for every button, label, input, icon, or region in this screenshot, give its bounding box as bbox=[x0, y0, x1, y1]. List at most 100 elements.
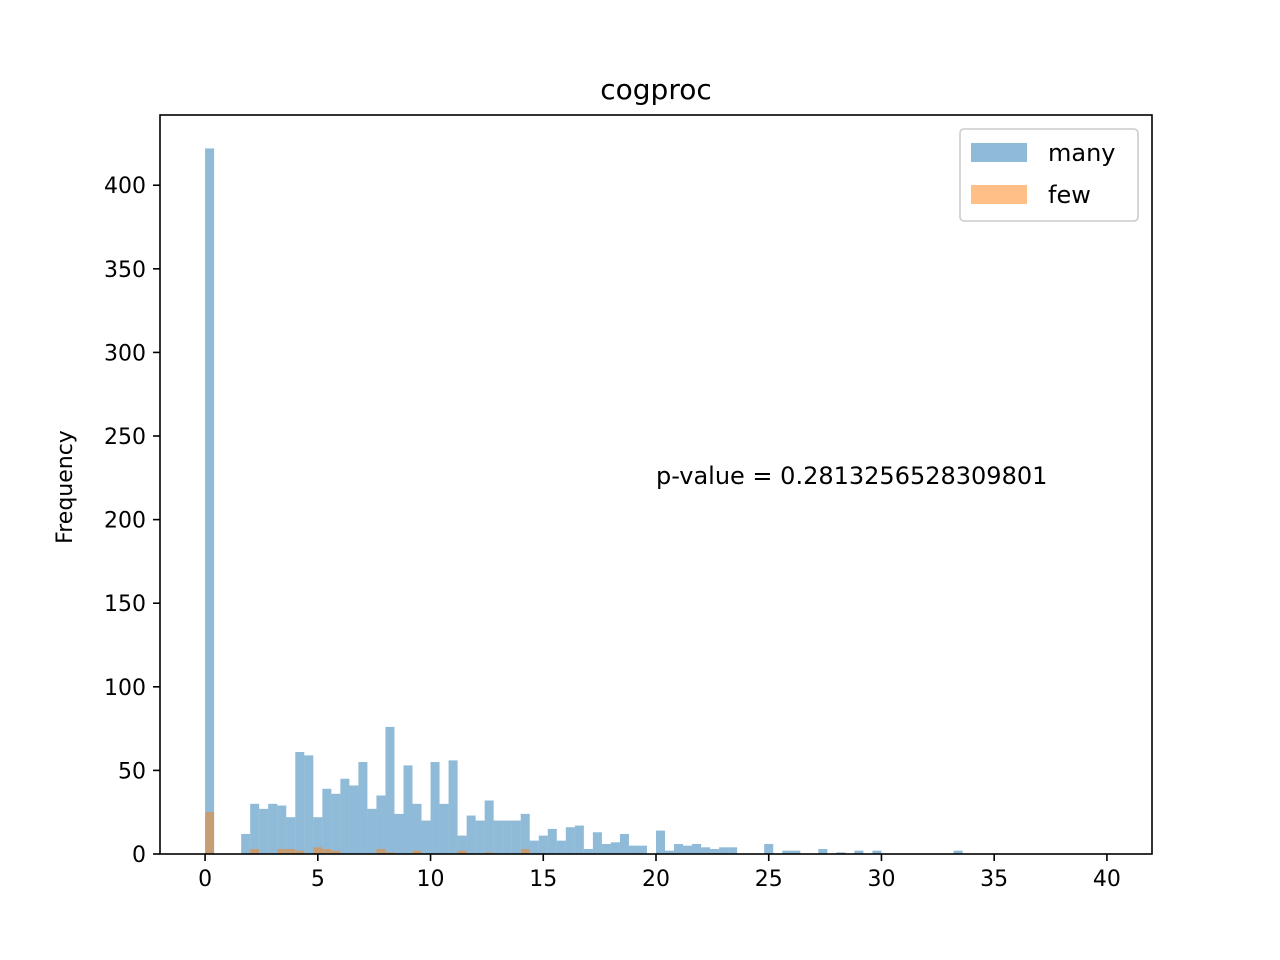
bar-few-13 bbox=[520, 848, 530, 854]
bar-many-1 bbox=[241, 833, 251, 854]
bar-many-12 bbox=[340, 778, 350, 854]
x-tick-label: 40 bbox=[1093, 867, 1121, 892]
y-tick-label: 300 bbox=[104, 341, 146, 366]
bar-few-6 bbox=[322, 848, 332, 854]
y-tick-label: 100 bbox=[104, 676, 146, 701]
bar-many-0 bbox=[205, 148, 215, 855]
bar-many-60 bbox=[854, 850, 864, 854]
bar-many-41 bbox=[601, 843, 611, 854]
p-value-annotation: p-value = 0.2813256528309801 bbox=[656, 462, 1047, 490]
chart-title: cogproc bbox=[600, 73, 712, 106]
x-tick-label: 30 bbox=[867, 867, 895, 892]
legend-label-many: many bbox=[1048, 139, 1116, 167]
bar-many-59 bbox=[836, 852, 846, 854]
bar-many-10 bbox=[322, 788, 332, 854]
bar-many-43 bbox=[619, 833, 629, 854]
y-tick-label: 200 bbox=[104, 509, 146, 534]
bar-many-20 bbox=[412, 803, 422, 854]
x-tick-label: 5 bbox=[311, 867, 325, 892]
bar-many-35 bbox=[547, 828, 557, 854]
bar-many-15 bbox=[367, 808, 377, 854]
x-tick-label: 20 bbox=[642, 867, 670, 892]
bar-many-29 bbox=[493, 820, 503, 854]
bar-many-38 bbox=[574, 825, 584, 854]
bar-many-9 bbox=[313, 817, 323, 854]
bar-many-47 bbox=[665, 850, 675, 854]
legend-label-few: few bbox=[1048, 181, 1091, 209]
bar-many-51 bbox=[701, 847, 711, 854]
bar-few-11 bbox=[457, 850, 467, 854]
y-tick-label: 400 bbox=[104, 174, 146, 199]
legend-swatch-few bbox=[971, 185, 1027, 204]
bar-many-36 bbox=[556, 840, 566, 854]
bar-many-26 bbox=[466, 815, 476, 854]
bar-many-56 bbox=[782, 850, 792, 854]
bar-many-8 bbox=[304, 755, 314, 854]
bar-many-22 bbox=[430, 762, 440, 854]
bar-many-58 bbox=[818, 848, 828, 854]
bar-many-48 bbox=[674, 843, 684, 854]
bar-many-37 bbox=[565, 827, 575, 854]
bar-many-7 bbox=[295, 752, 305, 854]
bar-many-32 bbox=[520, 813, 530, 854]
bar-few-5 bbox=[313, 847, 323, 854]
x-tick-label: 25 bbox=[755, 867, 783, 892]
bar-many-27 bbox=[475, 820, 485, 854]
bar-many-49 bbox=[683, 845, 693, 854]
bar-few-7 bbox=[331, 850, 341, 854]
bar-many-4 bbox=[268, 803, 278, 854]
bar-many-28 bbox=[484, 800, 494, 854]
bar-many-11 bbox=[331, 793, 341, 854]
y-tick-label: 350 bbox=[104, 258, 146, 283]
x-tick-label: 0 bbox=[198, 867, 212, 892]
legend-swatch-many bbox=[971, 143, 1027, 162]
plot-area-frame bbox=[159, 114, 1153, 855]
bar-many-3 bbox=[259, 808, 269, 854]
bar-many-45 bbox=[637, 845, 647, 854]
bar-many-17 bbox=[385, 726, 395, 854]
bar-many-54 bbox=[728, 847, 738, 854]
x-tick-label: 15 bbox=[529, 867, 557, 892]
bar-few-9 bbox=[385, 852, 395, 854]
bar-few-10 bbox=[412, 850, 422, 854]
bar-many-31 bbox=[511, 820, 521, 854]
bar-many-53 bbox=[719, 847, 729, 854]
bar-few-8 bbox=[376, 848, 386, 854]
series-few-bars bbox=[205, 812, 530, 854]
bar-many-13 bbox=[349, 785, 359, 854]
bar-many-50 bbox=[692, 843, 702, 854]
bar-many-18 bbox=[394, 813, 404, 854]
bar-many-39 bbox=[583, 848, 593, 854]
x-axis-ticks: 0 5 10 15 20 25 30 35 40 bbox=[198, 854, 1121, 892]
bar-many-52 bbox=[710, 848, 720, 854]
bar-few-0 bbox=[205, 812, 215, 854]
bar-many-40 bbox=[592, 832, 602, 854]
y-tick-label: 0 bbox=[132, 843, 146, 868]
bar-few-3 bbox=[286, 848, 296, 854]
bar-few-2 bbox=[277, 848, 287, 854]
bar-many-25 bbox=[457, 835, 467, 854]
bar-many-42 bbox=[610, 842, 620, 854]
bar-many-21 bbox=[421, 820, 431, 854]
y-tick-label: 250 bbox=[104, 425, 146, 450]
bar-many-57 bbox=[791, 850, 801, 854]
bar-few-4 bbox=[295, 850, 305, 854]
x-tick-label: 10 bbox=[417, 867, 445, 892]
series-many-bars bbox=[205, 148, 963, 855]
y-axis-label: Frequency bbox=[53, 430, 78, 544]
x-tick-label: 35 bbox=[980, 867, 1008, 892]
bar-many-55 bbox=[764, 843, 774, 854]
y-tick-label: 50 bbox=[118, 759, 146, 784]
bar-few-1 bbox=[250, 848, 260, 854]
bar-many-44 bbox=[628, 845, 638, 854]
bar-many-46 bbox=[656, 830, 666, 854]
bar-many-23 bbox=[439, 803, 449, 854]
bar-many-33 bbox=[529, 840, 539, 854]
legend: many few bbox=[959, 128, 1139, 222]
bar-many-34 bbox=[538, 835, 548, 854]
y-tick-label: 150 bbox=[104, 592, 146, 617]
bar-many-30 bbox=[502, 820, 512, 854]
bar-many-19 bbox=[403, 765, 413, 854]
bar-many-62 bbox=[953, 850, 963, 854]
